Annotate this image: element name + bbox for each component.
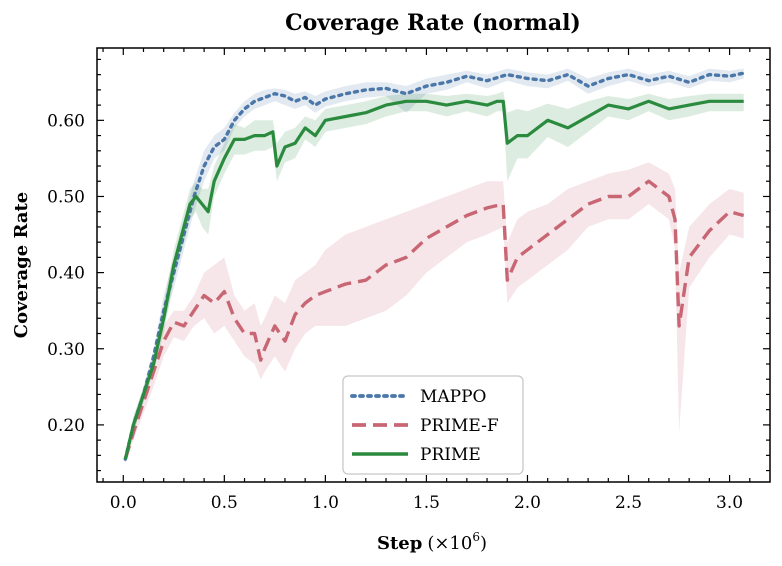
- line-prime-f: [123, 179, 745, 460]
- plot-frame: [96, 47, 771, 483]
- x-axis-label-main: Step: [377, 533, 422, 554]
- legend-label-prime-f: PRIME-F: [420, 416, 499, 436]
- y-tick-label: 0.20: [47, 416, 85, 436]
- y-tick-label: 0.30: [47, 340, 85, 360]
- x-tick-label: 2.5: [615, 493, 642, 513]
- x-tick-label: 2.0: [514, 493, 541, 513]
- y-axis-label: Coverage Rate: [11, 192, 32, 339]
- x-tick-label: 0.5: [211, 493, 238, 513]
- x-tick-label: 0.0: [110, 493, 137, 513]
- band-prime-f: [125, 162, 744, 463]
- legend-label-prime: PRIME: [420, 445, 481, 465]
- x-axis-label: Step (×106): [377, 530, 487, 554]
- x-axis-label-unit-open: (×10: [427, 533, 472, 554]
- x-tick-label: 1.5: [413, 493, 440, 513]
- y-tick-label: 0.40: [47, 264, 85, 284]
- line-prime: [123, 99, 744, 460]
- chart-title: Coverage Rate (normal): [285, 10, 581, 36]
- axis-tick-labels: 0.0 0.5 1.0 1.5 2.0 2.5 3.0 0.20 0.30 0.40 0.50 0.6…: [47, 111, 743, 513]
- axis-ticks: [97, 48, 770, 482]
- legend: MAPPO PRIME-F PRIME: [342, 375, 524, 475]
- y-tick-label: 0.50: [47, 187, 85, 207]
- x-tick-label: 3.0: [716, 493, 743, 513]
- x-axis-label-unit-close: ): [480, 533, 487, 554]
- x-axis-label-unit-exp: 6: [472, 530, 480, 544]
- legend-box: [342, 375, 524, 475]
- legend-label-mappo: MAPPO: [420, 387, 487, 407]
- legend-items: MAPPO PRIME-F PRIME: [350, 387, 499, 465]
- x-tick-label: 1.0: [312, 493, 339, 513]
- series-lines: [123, 71, 746, 461]
- y-tick-label: 0.60: [47, 111, 85, 131]
- confidence-bands: [125, 68, 744, 464]
